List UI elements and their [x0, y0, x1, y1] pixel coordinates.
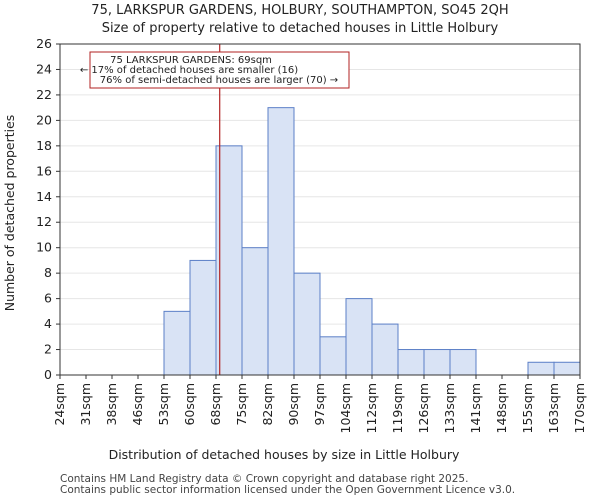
x-tick-label: 119sqm — [390, 383, 405, 433]
y-axis-title: Number of detached properties — [2, 115, 17, 312]
bar — [449, 349, 477, 376]
bar — [189, 259, 217, 376]
x-tick-label: 126sqm — [416, 383, 431, 433]
bars — [163, 107, 581, 376]
y-tick-label: 10 — [36, 240, 52, 255]
x-tick-label: 104sqm — [338, 383, 353, 433]
x-tick-label: 148sqm — [494, 383, 509, 433]
x-tick-label: 170sqm — [572, 383, 587, 433]
x-tick-label: 38sqm — [104, 383, 119, 426]
annotation-line-2: ← 17% of detached houses are smaller (16… — [80, 65, 298, 76]
y-tick-label: 6 — [44, 291, 52, 306]
x-tick-label: 46sqm — [130, 383, 145, 426]
bar — [553, 361, 581, 376]
annotation-line-1: 75 LARKSPUR GARDENS: 69sqm — [110, 55, 272, 66]
y-tick-label: 8 — [44, 265, 52, 280]
bar — [293, 272, 321, 376]
x-tick-label: 24sqm — [52, 383, 67, 426]
y-tick-label: 24 — [36, 61, 52, 76]
x-tick-label: 68sqm — [208, 383, 223, 426]
y-tick-label: 0 — [44, 367, 52, 382]
grid-lines — [60, 68, 580, 351]
annotation-box: 75 LARKSPUR GARDENS: 69sqm ← 17% of deta… — [80, 51, 350, 89]
x-tick-label: 155sqm — [520, 383, 535, 433]
footer-copyright: Contains HM Land Registry data © Crown c… — [60, 473, 469, 485]
y-tick-label: 16 — [36, 163, 52, 178]
x-tick-label: 60sqm — [182, 383, 197, 426]
footer-licence: Contains public sector information licen… — [60, 484, 516, 496]
bar — [215, 145, 243, 376]
bar — [241, 247, 269, 376]
annotation-line-3: 76% of semi-detached houses are larger (… — [100, 75, 338, 86]
bar — [163, 310, 191, 376]
x-axis-title: Distribution of detached houses by size … — [109, 447, 460, 462]
bar — [319, 336, 347, 376]
x-tick-label: 31sqm — [78, 383, 93, 426]
y-tick-label: 4 — [44, 316, 52, 331]
bar — [345, 298, 373, 376]
y-tick-label: 14 — [36, 189, 52, 204]
x-tick-label: 112sqm — [364, 383, 379, 433]
y-tick-label: 18 — [36, 138, 52, 153]
x-tick-label: 90sqm — [286, 383, 301, 426]
bar — [423, 349, 451, 376]
y-tick-label: 12 — [36, 214, 52, 229]
x-tick-label: 97sqm — [312, 383, 327, 426]
y-tick-label: 20 — [36, 112, 52, 127]
x-tick-label: 141sqm — [468, 383, 483, 433]
x-tick-label: 53sqm — [156, 383, 171, 426]
y-tick-label: 22 — [36, 87, 52, 102]
x-tick-label: 75sqm — [234, 383, 249, 426]
x-tick-label: 163sqm — [546, 383, 561, 433]
bar — [267, 107, 295, 376]
chart-title: 75, LARKSPUR GARDENS, HOLBURY, SOUTHAMPT… — [91, 3, 509, 18]
y-tick-label: 2 — [44, 342, 52, 357]
y-tick-label: 26 — [36, 36, 52, 51]
chart-subtitle: Size of property relative to detached ho… — [101, 21, 499, 36]
bar — [371, 323, 399, 376]
bar — [527, 361, 555, 376]
x-tick-label: 82sqm — [260, 383, 275, 426]
bar — [397, 349, 425, 376]
x-tick-label: 133sqm — [442, 383, 457, 433]
